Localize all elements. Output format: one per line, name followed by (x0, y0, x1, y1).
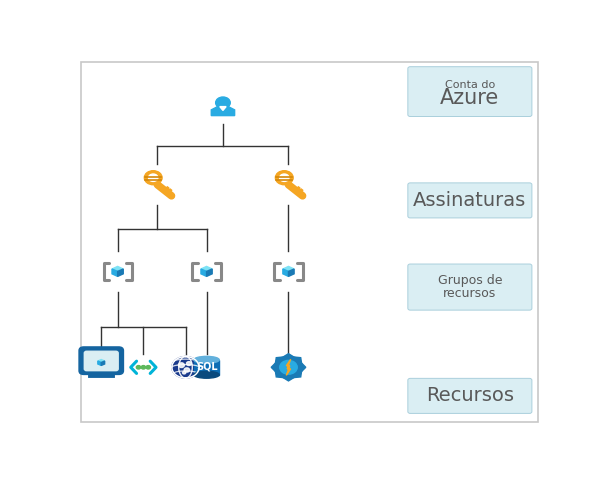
Polygon shape (286, 359, 291, 376)
Polygon shape (201, 266, 212, 272)
Circle shape (146, 365, 150, 369)
Circle shape (184, 368, 190, 372)
Polygon shape (283, 266, 294, 272)
FancyBboxPatch shape (408, 67, 532, 116)
Polygon shape (112, 266, 123, 272)
Circle shape (280, 360, 297, 374)
FancyBboxPatch shape (408, 183, 532, 218)
Polygon shape (271, 354, 306, 381)
Polygon shape (207, 269, 212, 276)
Text: Grupos de: Grupos de (438, 274, 502, 287)
Circle shape (275, 171, 293, 185)
Polygon shape (98, 360, 104, 363)
Circle shape (144, 171, 162, 185)
Polygon shape (101, 361, 104, 365)
FancyBboxPatch shape (408, 378, 532, 413)
Text: Conta do: Conta do (445, 80, 495, 90)
Polygon shape (211, 107, 234, 115)
Circle shape (182, 371, 186, 374)
Polygon shape (167, 189, 172, 193)
Circle shape (178, 363, 184, 367)
Polygon shape (98, 361, 101, 365)
Circle shape (216, 97, 230, 109)
FancyBboxPatch shape (81, 62, 538, 422)
Polygon shape (283, 269, 289, 276)
Polygon shape (289, 269, 294, 276)
Circle shape (141, 365, 146, 369)
Circle shape (275, 171, 293, 185)
Circle shape (144, 171, 162, 185)
Polygon shape (220, 107, 226, 111)
Polygon shape (295, 187, 300, 191)
Text: Assinaturas: Assinaturas (413, 191, 527, 210)
Circle shape (274, 356, 303, 378)
Polygon shape (298, 189, 303, 193)
Ellipse shape (194, 356, 219, 363)
Text: recursos: recursos (443, 287, 496, 300)
Polygon shape (118, 269, 123, 276)
Polygon shape (201, 269, 207, 276)
Circle shape (172, 356, 199, 378)
Polygon shape (164, 187, 169, 191)
Text: SQL: SQL (196, 361, 217, 371)
Polygon shape (112, 269, 118, 276)
Text: Recursos: Recursos (426, 387, 514, 405)
FancyBboxPatch shape (194, 360, 219, 375)
Circle shape (280, 174, 289, 182)
Text: Azure: Azure (440, 88, 500, 108)
Circle shape (187, 362, 191, 365)
Circle shape (149, 174, 158, 182)
Circle shape (137, 365, 141, 369)
FancyBboxPatch shape (79, 347, 123, 375)
FancyBboxPatch shape (85, 351, 118, 371)
Ellipse shape (194, 371, 219, 378)
FancyBboxPatch shape (408, 264, 532, 310)
